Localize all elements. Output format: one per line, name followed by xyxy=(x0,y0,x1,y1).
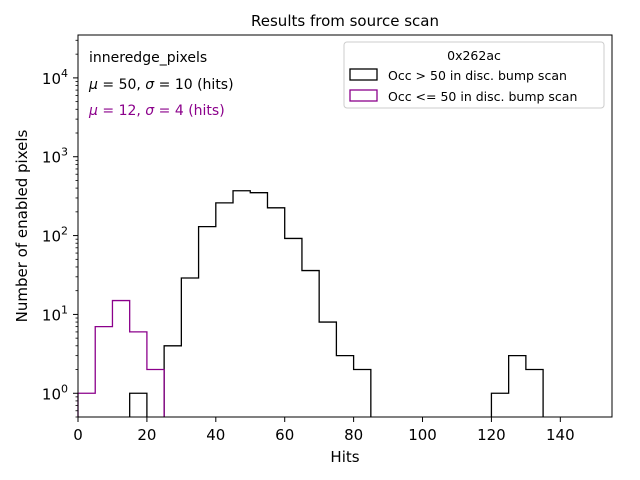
bin-occ-gt-50-8 xyxy=(285,238,302,417)
plot-frame xyxy=(77,34,613,418)
x-tick-label-0: 0 xyxy=(73,426,83,444)
series-occ-gt-50-outline xyxy=(129,190,544,417)
legend-box xyxy=(343,41,605,109)
bin-occ-gt-50-10 xyxy=(319,322,336,417)
bin-occ-gt-50-11 xyxy=(336,356,353,417)
y-axis: 100 101 102 103 104 xyxy=(42,39,78,418)
bin-occ-le-50-1 xyxy=(95,327,112,417)
bin-occ-le-50-4 xyxy=(147,370,164,417)
legend-entry-occ-le-50: Occ <= 50 in disc. bump scan xyxy=(388,89,577,104)
fit-black-unit: (hits) xyxy=(197,77,233,93)
x-tick-label-20: 20 xyxy=(137,426,156,444)
x-axis-label: Hits xyxy=(330,448,359,466)
bin-occ-le-50-3 xyxy=(130,332,147,417)
y-tick-label-1: 100 xyxy=(42,382,68,403)
annotation-fit-black: μ = 50, σ = 10 (hits) xyxy=(88,77,234,93)
fit-purple-sigma: 4 xyxy=(175,103,184,119)
x-tick-label-80: 80 xyxy=(344,426,363,444)
bin-occ-le-50-2 xyxy=(112,301,129,417)
y-tick-label-100: 102 xyxy=(42,225,68,246)
x-tick-label-40: 40 xyxy=(206,426,225,444)
x-tick-label-100: 100 xyxy=(408,426,437,444)
y-tick-label-10: 101 xyxy=(42,303,68,324)
bin-occ-gt-50-1 xyxy=(164,346,181,417)
fit-black-mu: 50 xyxy=(119,77,137,93)
bin-occ-gt-50-14 xyxy=(509,356,526,417)
legend-swatch-occ-gt-50 xyxy=(349,68,378,81)
annotation-fit-purple: μ = 12, σ = 4 (hits) xyxy=(88,103,225,119)
x-axis: 0 20 40 60 80 100 120 140 xyxy=(73,417,575,444)
legend: 0x262ac Occ > 50 in disc. bump scan Occ … xyxy=(343,41,605,109)
bin-occ-gt-50-4 xyxy=(216,203,233,417)
series-layer xyxy=(77,190,544,417)
x-tick-label-60: 60 xyxy=(275,426,294,444)
bin-occ-gt-50-7 xyxy=(267,208,284,417)
x-tick-label-140: 140 xyxy=(546,426,575,444)
legend-title: 0x262ac xyxy=(447,48,501,63)
y-tick-label-1000: 103 xyxy=(42,146,68,167)
y-tick-label-10000: 104 xyxy=(42,67,68,88)
bin-occ-gt-50-12 xyxy=(354,370,371,417)
chart-title: Results from source scan xyxy=(251,12,439,30)
fit-purple-mu: 12 xyxy=(119,103,137,119)
legend-entry-occ-gt-50: Occ > 50 in disc. bump scan xyxy=(388,68,567,83)
bin-occ-gt-50-15 xyxy=(526,370,543,417)
bin-occ-gt-50-6 xyxy=(250,193,267,417)
x-tick-label-120: 120 xyxy=(477,426,506,444)
bin-occ-gt-50-13 xyxy=(491,393,508,417)
y-axis-label: Number of enabled pixels xyxy=(13,129,31,322)
fit-black-sigma: 10 xyxy=(175,77,193,93)
legend-swatch-occ-le-50 xyxy=(349,89,378,102)
bin-occ-gt-50-3 xyxy=(199,227,216,417)
bin-occ-gt-50-5 xyxy=(233,191,250,417)
bin-occ-le-50-0 xyxy=(78,393,95,417)
bin-occ-gt-50-9 xyxy=(302,271,319,417)
bin-occ-gt-50-2 xyxy=(181,278,198,417)
fit-purple-unit: (hits) xyxy=(188,103,224,119)
annotation-label: inneredge_pixels xyxy=(89,50,207,66)
series-occ-le-50-outline xyxy=(77,299,165,417)
